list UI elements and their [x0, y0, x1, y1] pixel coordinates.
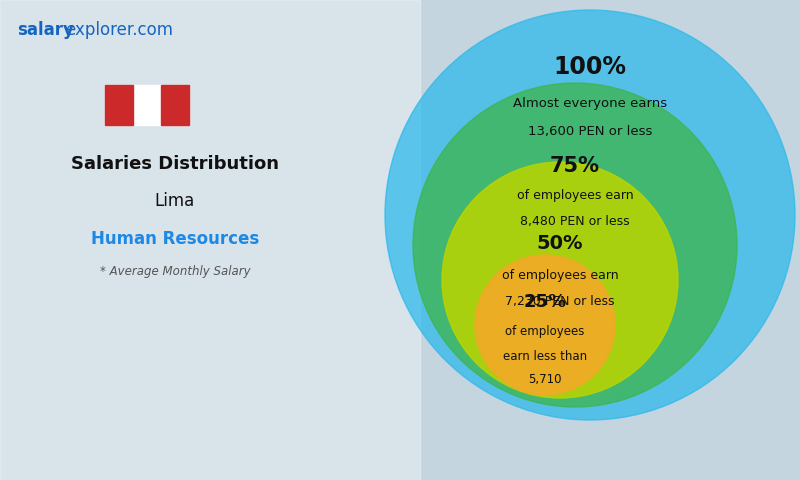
- Text: 7,230 PEN or less: 7,230 PEN or less: [506, 296, 614, 309]
- Text: 75%: 75%: [550, 156, 600, 176]
- Text: Lima: Lima: [155, 192, 195, 210]
- Text: 13,600 PEN or less: 13,600 PEN or less: [528, 124, 652, 137]
- Text: Salaries Distribution: Salaries Distribution: [71, 155, 279, 173]
- Circle shape: [442, 162, 678, 398]
- Text: of employees earn: of employees earn: [517, 190, 634, 203]
- Bar: [105, 85, 189, 125]
- Text: earn less than: earn less than: [503, 349, 587, 362]
- Text: of employees: of employees: [506, 325, 585, 338]
- Text: 100%: 100%: [554, 55, 626, 79]
- Text: 8,480 PEN or less: 8,480 PEN or less: [520, 216, 630, 228]
- Text: 5,710: 5,710: [528, 373, 562, 386]
- Text: * Average Monthly Salary: * Average Monthly Salary: [100, 265, 250, 278]
- Bar: [105, 85, 133, 125]
- Text: 50%: 50%: [537, 235, 583, 253]
- Text: salary: salary: [18, 21, 74, 39]
- Text: explorer.com: explorer.com: [65, 21, 173, 39]
- Text: Human Resources: Human Resources: [91, 230, 259, 248]
- Circle shape: [413, 83, 737, 407]
- Text: 25%: 25%: [523, 293, 566, 311]
- Bar: [0, 0, 420, 480]
- Bar: [161, 85, 189, 125]
- Text: of employees earn: of employees earn: [502, 269, 618, 283]
- Circle shape: [385, 10, 795, 420]
- Circle shape: [475, 255, 615, 395]
- Text: Almost everyone earns: Almost everyone earns: [513, 96, 667, 109]
